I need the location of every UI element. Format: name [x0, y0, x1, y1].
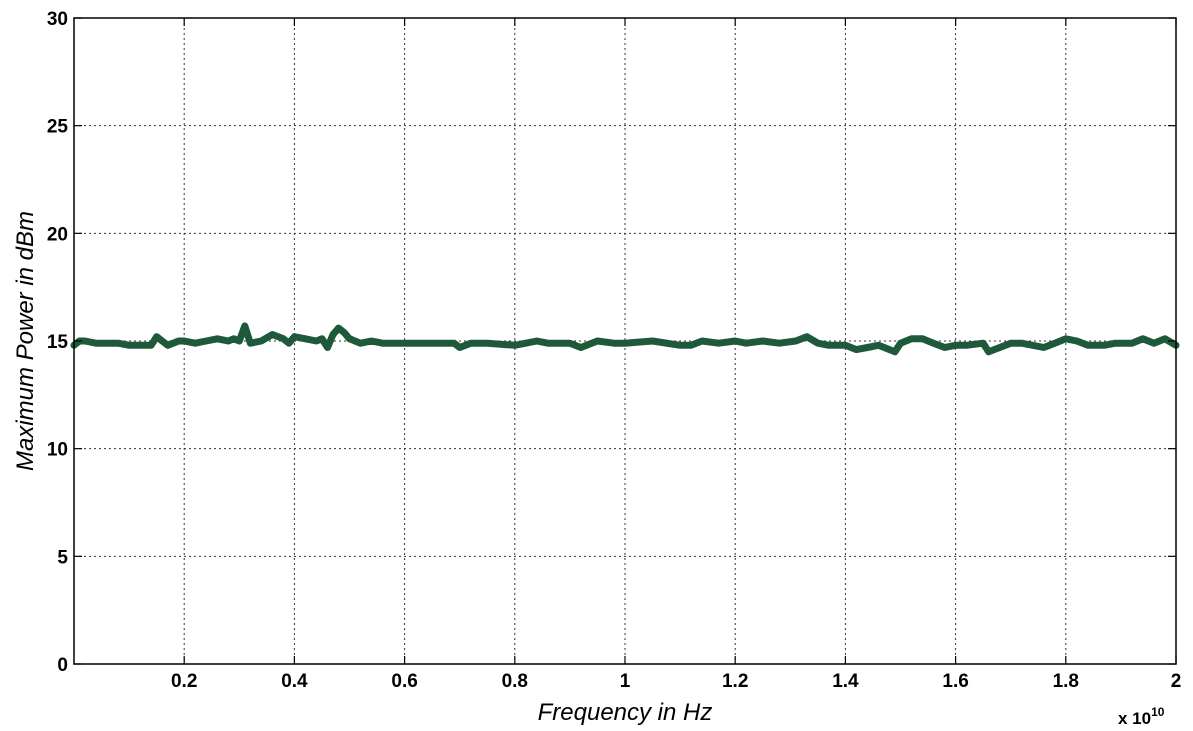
y-tick-label: 20	[47, 224, 68, 245]
x-tick-label: 1.2	[722, 671, 748, 692]
x-tick-label: 2	[1171, 671, 1182, 692]
y-tick-label: 10	[47, 440, 68, 461]
x-tick-label: 1	[620, 671, 631, 692]
axis-ticks	[74, 17, 1177, 665]
y-tick-label: 5	[57, 547, 68, 568]
y-tick-labels: 0 5 10 15 20 25 30	[47, 9, 69, 676]
y-tick-label: 0	[57, 655, 68, 676]
y-axis-title: Maximum Power in dBm	[12, 211, 39, 471]
x-tick-labels: 0.2 0.4 0.6 0.8 1 1.2 1.4 1.6 1.8 2	[171, 671, 1181, 692]
y-tick-label: 15	[47, 332, 69, 353]
data-series	[70, 322, 1180, 356]
x-tick-label: 0.8	[502, 671, 528, 692]
y-tick-label: 25	[47, 117, 69, 138]
x-tick-label: 1.8	[1053, 671, 1079, 692]
y-tick-label: 30	[47, 9, 68, 30]
x-tick-label: 0.6	[391, 671, 417, 692]
x-tick-label: 0.4	[281, 671, 308, 692]
x-tick-label: 1.6	[942, 671, 968, 692]
x-tick-label: 0.2	[171, 671, 197, 692]
x-multiplier-base: x 10	[1118, 709, 1151, 728]
x-multiplier-label: x 1010	[1118, 705, 1165, 728]
x-tick-label: 1.4	[832, 671, 859, 692]
x-axis-title: Frequency in Hz	[538, 699, 713, 726]
series-line	[70, 322, 1180, 356]
x-multiplier-exponent: 10	[1151, 705, 1165, 719]
